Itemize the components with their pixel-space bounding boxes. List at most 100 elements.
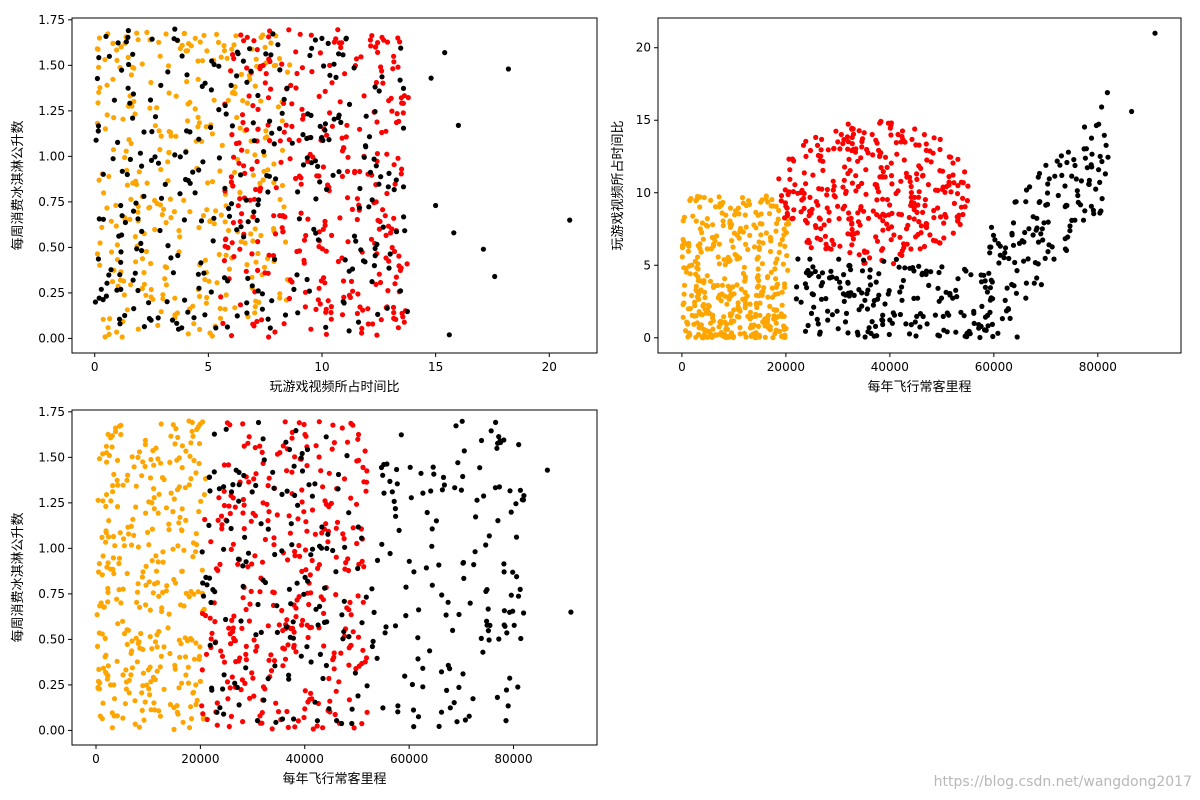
- point-largeDoses: [366, 204, 372, 210]
- point-smallDoses: [259, 317, 265, 323]
- point-smallDoses: [286, 295, 292, 302]
- point-smallDoses: [950, 160, 956, 166]
- point-largeDoses: [496, 636, 502, 642]
- point-largeDoses: [341, 629, 347, 635]
- point-smallDoses: [209, 630, 215, 636]
- point-largeDoses: [125, 85, 131, 91]
- point-largeDoses: [842, 319, 849, 325]
- point-smallDoses: [227, 422, 233, 428]
- point-largeDoses: [380, 705, 386, 711]
- point-largeDoses: [311, 226, 317, 232]
- point-didntLike: [742, 278, 748, 284]
- point-didntLike: [183, 672, 189, 678]
- point-smallDoses: [344, 605, 350, 611]
- point-largeDoses: [505, 703, 511, 709]
- point-smallDoses: [373, 281, 379, 287]
- point-smallDoses: [357, 304, 363, 310]
- point-didntLike: [131, 98, 137, 105]
- point-largeDoses: [320, 675, 326, 682]
- point-didntLike: [265, 167, 271, 173]
- point-smallDoses: [313, 306, 319, 312]
- point-largeDoses: [917, 311, 924, 317]
- point-largeDoses: [286, 676, 292, 682]
- point-largeDoses: [260, 436, 266, 442]
- point-didntLike: [250, 172, 256, 178]
- point-smallDoses: [937, 146, 943, 153]
- point-smallDoses: [257, 66, 263, 72]
- point-didntLike: [199, 58, 206, 64]
- point-smallDoses: [278, 159, 284, 165]
- point-largeDoses: [225, 278, 231, 284]
- point-smallDoses: [809, 206, 815, 212]
- point-didntLike: [197, 678, 203, 685]
- point-smallDoses: [951, 180, 957, 186]
- point-largeDoses: [351, 233, 358, 239]
- point-didntLike: [156, 628, 162, 635]
- point-smallDoses: [790, 215, 796, 221]
- point-smallDoses: [836, 216, 842, 222]
- point-largeDoses: [305, 578, 311, 584]
- point-didntLike: [142, 437, 148, 443]
- point-smallDoses: [221, 488, 227, 494]
- point-largeDoses: [845, 280, 851, 286]
- point-didntLike: [138, 630, 144, 637]
- point-smallDoses: [918, 230, 924, 236]
- point-smallDoses: [329, 80, 335, 86]
- point-didntLike: [119, 334, 125, 340]
- point-largeDoses: [222, 102, 228, 109]
- point-smallDoses: [232, 504, 238, 510]
- point-didntLike: [111, 471, 117, 477]
- point-smallDoses: [310, 726, 316, 732]
- point-smallDoses: [942, 211, 948, 218]
- point-smallDoses: [230, 629, 236, 635]
- point-didntLike: [95, 100, 101, 106]
- point-largeDoses: [286, 672, 292, 678]
- point-largeDoses: [315, 163, 321, 169]
- point-largeDoses: [369, 586, 375, 592]
- point-didntLike: [759, 261, 766, 267]
- point-largeDoses: [406, 558, 412, 564]
- point-largeDoses: [183, 149, 189, 155]
- point-largeDoses: [386, 265, 392, 271]
- point-didntLike: [234, 114, 240, 121]
- point-didntLike: [232, 84, 238, 90]
- point-didntLike: [116, 560, 122, 567]
- point-smallDoses: [904, 241, 910, 247]
- point-smallDoses: [880, 196, 886, 202]
- point-smallDoses: [274, 512, 280, 518]
- point-largeDoses: [484, 618, 490, 624]
- point-smallDoses: [798, 209, 804, 215]
- point-smallDoses: [801, 205, 807, 211]
- point-largeDoses: [1057, 162, 1063, 168]
- point-largeDoses: [190, 169, 196, 175]
- y-tick-label: 10: [636, 186, 651, 200]
- point-didntLike: [101, 190, 107, 196]
- point-smallDoses: [849, 180, 856, 186]
- point-smallDoses: [365, 306, 371, 312]
- point-largeDoses: [130, 277, 136, 283]
- point-largeDoses: [1078, 178, 1084, 184]
- point-largeDoses: [891, 312, 898, 318]
- point-smallDoses: [855, 183, 862, 190]
- point-largeDoses: [165, 69, 171, 75]
- point-smallDoses: [389, 108, 395, 114]
- point-smallDoses: [385, 288, 391, 294]
- point-smallDoses: [923, 141, 929, 147]
- point-smallDoses: [350, 629, 356, 635]
- point-largeDoses: [325, 40, 331, 47]
- point-largeDoses: [1039, 226, 1045, 232]
- point-largeDoses: [141, 129, 147, 135]
- point-smallDoses: [874, 182, 880, 188]
- point-didntLike: [129, 454, 135, 460]
- point-largeDoses: [126, 61, 132, 68]
- point-smallDoses: [317, 50, 323, 56]
- point-smallDoses: [374, 119, 380, 125]
- point-didntLike: [720, 218, 726, 224]
- point-smallDoses: [272, 329, 278, 335]
- point-didntLike: [154, 668, 160, 674]
- point-largeDoses: [299, 468, 306, 474]
- point-largeDoses: [258, 629, 264, 636]
- point-didntLike: [135, 37, 141, 43]
- point-smallDoses: [391, 310, 397, 316]
- point-largeDoses: [423, 565, 429, 571]
